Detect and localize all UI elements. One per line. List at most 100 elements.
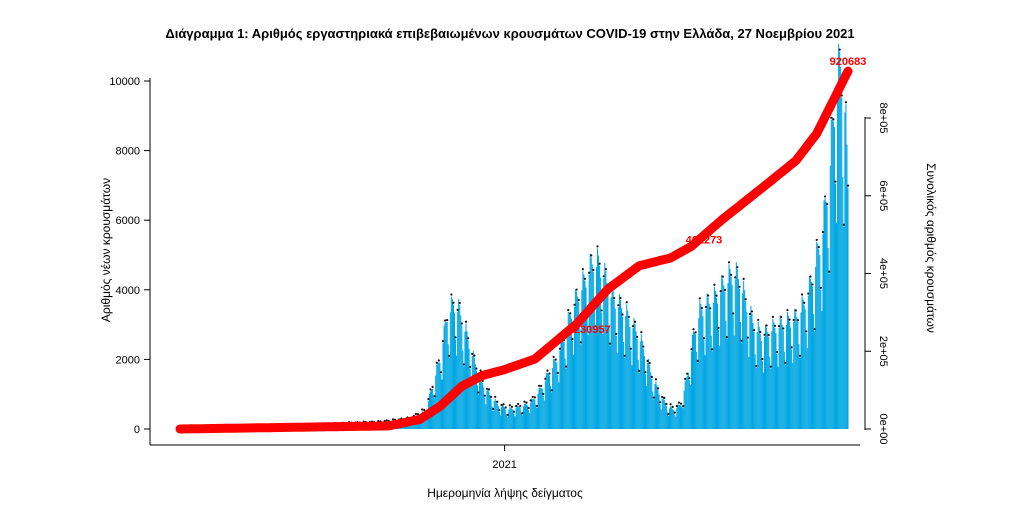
daily-bar: [599, 265, 601, 429]
daily-bar: [598, 255, 600, 429]
daily-marker: [665, 402, 668, 406]
daily-bar: [803, 304, 805, 429]
daily-bar: [592, 271, 594, 429]
daily-bar: [657, 390, 659, 429]
daily-bar: [798, 344, 800, 429]
daily-bar: [451, 299, 453, 429]
daily-marker: [686, 372, 689, 375]
daily-bar: [616, 352, 618, 429]
daily-bar: [480, 372, 482, 429]
daily-marker: [769, 365, 772, 368]
daily-marker: [437, 359, 440, 362]
daily-bar: [496, 403, 498, 429]
daily-bar: [826, 206, 828, 429]
daily-marker: [514, 405, 518, 408]
daily-bar: [475, 370, 477, 429]
daily-bar: [468, 348, 470, 429]
daily-marker: [748, 312, 751, 315]
daily-bar: [517, 405, 519, 429]
daily-marker: [669, 403, 672, 406]
daily-marker: [510, 405, 514, 408]
daily-bar: [778, 328, 780, 429]
daily-bar: [540, 387, 542, 429]
daily-bar: [684, 380, 686, 429]
daily-bar: [650, 372, 652, 429]
daily-bar: [444, 322, 446, 429]
daily-bar: [830, 119, 832, 429]
daily-bar: [627, 310, 629, 429]
daily-marker: [775, 350, 779, 354]
y-tick-label: 2000: [116, 354, 140, 366]
daily-bar: [589, 253, 591, 429]
daily-bar: [558, 382, 560, 429]
daily-bar: [473, 357, 475, 429]
daily-bar: [664, 403, 666, 429]
daily-marker: [736, 266, 739, 269]
daily-bar: [658, 394, 660, 429]
daily-marker: [446, 318, 449, 322]
daily-marker: [427, 398, 430, 401]
daily-bar: [710, 335, 712, 429]
daily-marker: [636, 335, 639, 338]
daily-bar: [846, 144, 848, 430]
y2-tick-label: 2e+05: [877, 336, 889, 367]
daily-marker: [796, 318, 800, 322]
daily-marker: [627, 315, 630, 319]
daily-bar: [818, 249, 820, 429]
daily-bar: [681, 407, 683, 429]
daily-bar: [689, 384, 691, 429]
daily-bar: [783, 351, 785, 429]
daily-marker: [675, 405, 678, 408]
daily-bar: [825, 201, 827, 429]
daily-marker: [815, 238, 818, 242]
daily-bar: [758, 327, 760, 429]
daily-marker: [569, 312, 572, 315]
daily-marker: [663, 396, 666, 399]
daily-bar: [455, 339, 457, 429]
daily-marker: [698, 297, 701, 300]
daily-marker: [531, 395, 534, 399]
daily-bar: [649, 365, 651, 429]
daily-bar: [759, 334, 761, 429]
daily-marker: [715, 294, 718, 297]
daily-bar: [703, 340, 705, 429]
daily-marker: [759, 330, 762, 334]
daily-marker: [763, 333, 766, 336]
daily-bar: [751, 313, 753, 429]
daily-bar: [554, 359, 556, 429]
daily-bar: [800, 312, 802, 429]
daily-bar: [688, 380, 690, 429]
daily-marker: [631, 324, 635, 328]
daily-marker: [600, 309, 603, 312]
daily-bar: [768, 337, 770, 429]
daily-bar: [828, 273, 830, 429]
daily-bar: [443, 325, 445, 429]
daily-bar: [700, 304, 702, 429]
daily-bar: [774, 327, 776, 429]
daily-marker: [435, 361, 438, 364]
daily-marker: [608, 342, 612, 345]
daily-marker: [594, 325, 597, 328]
daily-bar: [776, 353, 778, 429]
daily-marker: [644, 371, 647, 374]
daily-bar: [507, 416, 509, 429]
daily-bar: [769, 356, 771, 429]
daily-marker: [702, 337, 706, 340]
daily-bar: [718, 329, 720, 429]
daily-bar: [840, 66, 842, 429]
daily-bar: [541, 388, 543, 429]
daily-bar: [655, 381, 657, 429]
daily-marker: [679, 402, 683, 405]
daily-bar: [419, 420, 421, 429]
daily-marker: [477, 391, 480, 394]
daily-bar: [539, 387, 541, 429]
daily-bar: [526, 404, 528, 429]
daily-bar: [696, 352, 698, 429]
daily-bar: [715, 297, 718, 429]
daily-marker: [788, 318, 791, 321]
daily-bar: [791, 349, 793, 429]
daily-bar: [836, 222, 838, 429]
daily-marker: [498, 408, 501, 412]
daily-bar: [742, 293, 744, 429]
daily-marker: [475, 367, 478, 370]
